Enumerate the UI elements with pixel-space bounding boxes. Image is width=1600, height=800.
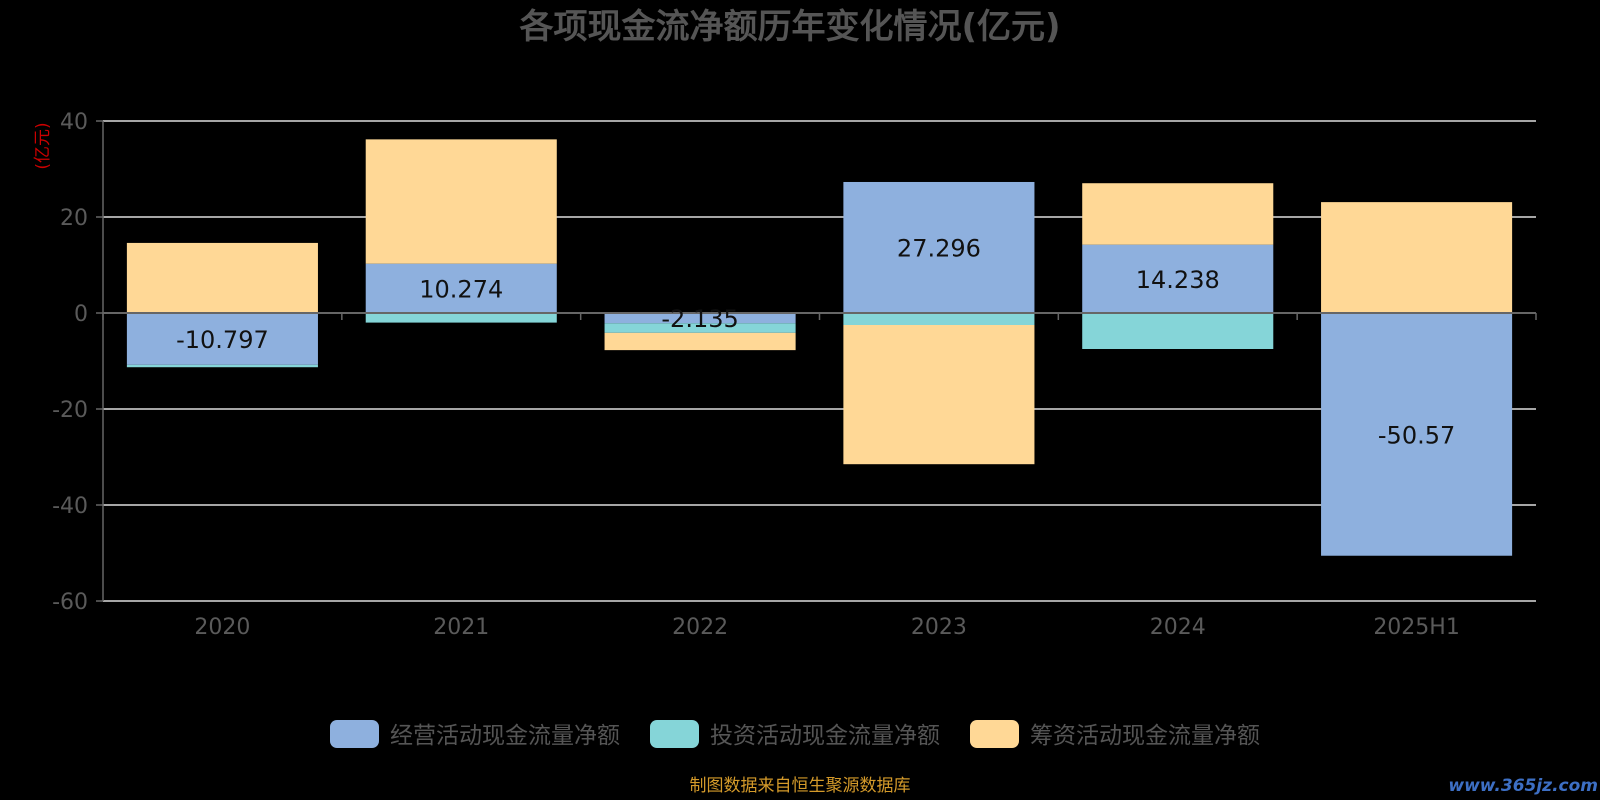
bar-financing-2023 [843, 325, 1035, 465]
bar-investing-2021 [365, 313, 557, 323]
bar-investing-2022 [604, 323, 796, 333]
x-tick-label: 2022 [672, 615, 728, 640]
bar-investing-2020 [126, 364, 318, 368]
watermark: www.365jz.com [1448, 776, 1598, 796]
bar-series [126, 139, 1513, 556]
source-note: 制图数据来自恒生聚源数据库 [690, 776, 911, 796]
y-tick-label: 20 [60, 206, 88, 231]
y-tick-label: 0 [74, 302, 88, 327]
legend-swatch-2 [970, 720, 1019, 748]
legend-swatch-0 [330, 720, 379, 748]
bar-financing-2025H1 [1321, 202, 1513, 313]
x-axis-ticks: 2020 2021 2022 2023 2024 2025H1 [194, 615, 1459, 640]
x-tick-label: 2023 [911, 615, 967, 640]
x-tick-label: 2020 [194, 615, 250, 640]
legend-label-2: 筹资活动现金流量净额 [1030, 723, 1260, 749]
y-tick-label: 40 [60, 110, 88, 135]
data-label-2024: 14.238 [1136, 266, 1220, 294]
data-label-2021: 10.274 [419, 275, 503, 303]
x-tick-label: 2021 [433, 615, 489, 640]
bar-financing-2021 [365, 139, 557, 264]
bar-operating-2024 [1082, 244, 1274, 313]
y-axis-ticks: 40 20 0 -20 -40 -60 [52, 110, 104, 615]
chart-title: 各项现金流净额历年变化情况(亿元) [519, 7, 1060, 47]
legend-label-0: 经营活动现金流量净额 [390, 723, 620, 749]
bar-operating-2020 [126, 313, 318, 365]
y-tick-label: -20 [52, 398, 88, 423]
bar-operating-2025H1 [1321, 313, 1513, 556]
bar-data-labels: -10.797 10.274 -2.135 27.296 14.238 -50.57 [176, 234, 1455, 449]
legend-label-1: 投资活动现金流量净额 [710, 723, 940, 749]
y-tick-label: -40 [52, 494, 88, 519]
data-label-2023: 27.296 [897, 234, 981, 262]
legend-swatch-1 [650, 720, 699, 748]
data-label-2022: -2.135 [661, 305, 738, 333]
x-tick-label: 2024 [1150, 615, 1206, 640]
bar-operating-2022 [604, 313, 796, 324]
bar-operating-2021 [365, 263, 557, 313]
data-label-2025H1: -50.57 [1378, 421, 1455, 449]
bar-investing-2024 [1082, 313, 1274, 349]
grid-lines [103, 120, 1536, 602]
legend: 经营活动现金流量净额 投资活动现金流量净额 筹资活动现金流量净额 [330, 720, 1260, 749]
bar-investing-2023 [843, 313, 1035, 325]
y-tick-label: -60 [52, 590, 88, 615]
bar-operating-2023 [843, 181, 1035, 313]
y-axis-label: (亿元) [33, 122, 53, 169]
bar-financing-2020 [126, 242, 318, 313]
x-tick-label: 2025H1 [1373, 615, 1460, 640]
data-label-2020: -10.797 [176, 326, 269, 354]
x-axis-baseline [102, 312, 1537, 320]
bar-financing-2024 [1082, 183, 1274, 245]
bar-financing-2022 [604, 332, 796, 351]
